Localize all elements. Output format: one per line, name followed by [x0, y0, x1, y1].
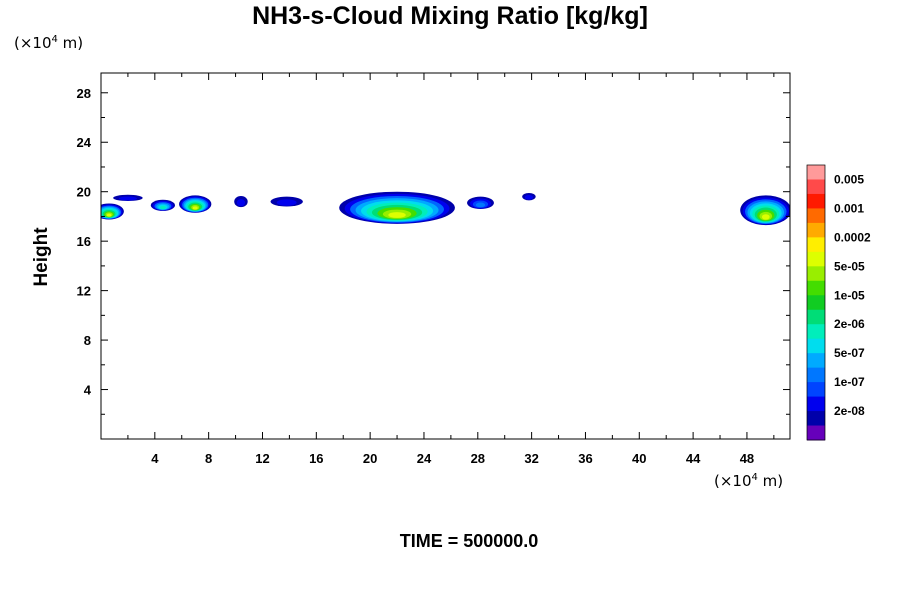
colorbar-label: 5e-07	[834, 346, 865, 360]
cloud-patch	[339, 191, 455, 224]
y-tick-label: 20	[77, 185, 91, 200]
cloud-patch	[179, 195, 212, 213]
x-tick-label: 20	[363, 451, 377, 466]
colorbar-label: 0.001	[834, 201, 864, 215]
cloud-band	[106, 213, 112, 217]
colorbar-swatch	[807, 193, 825, 209]
colorbar-swatch	[807, 353, 825, 369]
y-tick-label: 28	[77, 86, 91, 101]
y-axis-unit: (×104 m)	[14, 34, 84, 52]
cloud-patch	[150, 199, 176, 211]
x-tick-label: 8	[205, 451, 212, 466]
x-tick-label: 36	[578, 451, 592, 466]
cloud-band	[524, 194, 534, 200]
x-tick-label: 12	[255, 451, 269, 466]
plot-frame	[100, 72, 791, 440]
x-tick-label: 32	[524, 451, 538, 466]
colorbar-swatch	[807, 266, 825, 282]
colorbar-label: 1e-07	[834, 375, 865, 389]
cloud-band	[236, 199, 246, 207]
cloud-patch	[113, 194, 143, 201]
cloud-band	[761, 214, 770, 220]
colorbar-swatch	[807, 208, 825, 224]
time-label: TIME = 500000.0	[399, 531, 539, 551]
cloud-patch	[101, 203, 124, 220]
colorbar-swatch	[807, 411, 825, 427]
cloud-band	[475, 202, 486, 208]
x-tick-label: 44	[686, 451, 701, 466]
colorbar-label: 0.0002	[834, 230, 871, 244]
cloud-band	[192, 206, 198, 210]
colorbar-label: 2e-08	[834, 404, 865, 418]
colorbar-swatch	[807, 280, 825, 296]
colorbar-label: 1e-05	[834, 288, 865, 302]
colorbar: 0.005 0.001 0.0002 5e-05 1e-05 2e-06 5e-07 1e-0…	[806, 164, 871, 441]
colorbar-swatch	[807, 222, 825, 238]
colorbar-swatch	[807, 237, 825, 253]
colorbar-swatch	[807, 425, 825, 441]
cloud-band	[276, 199, 297, 206]
x-tick-label: 48	[740, 451, 754, 466]
y-tick-label: 16	[77, 234, 91, 249]
colorbar-swatch	[807, 338, 825, 354]
cloud-patch	[234, 196, 248, 208]
cloud-patch	[740, 195, 790, 226]
x-axis-unit: (×104 m)	[714, 472, 784, 490]
chart-title: NH3-s-Cloud Mixing Ratio [kg/kg]	[252, 2, 648, 30]
cloud-patch	[270, 196, 303, 207]
x-tick-label: 16	[309, 451, 323, 466]
colorbar-label: 0.005	[834, 172, 864, 186]
colorbar-label: 2e-06	[834, 317, 865, 331]
y-tick-label: 24	[77, 135, 92, 150]
colorbar-label: 5e-05	[834, 259, 865, 273]
cloud-band	[388, 212, 406, 218]
x-tick-label: 4	[151, 451, 159, 466]
cloud-patch	[467, 196, 494, 210]
cloud-layer	[101, 191, 790, 226]
x-tick-label: 28	[471, 451, 485, 466]
colorbar-swatch	[807, 165, 825, 180]
cloud-band	[159, 205, 166, 210]
colorbar-swatch	[807, 295, 825, 311]
colorbar-swatch	[807, 309, 825, 325]
colorbar-swatch	[807, 382, 825, 398]
colorbar-swatch	[807, 179, 825, 195]
cloud-patch	[522, 192, 536, 201]
colorbar-swatch	[807, 367, 825, 383]
x-tick-label: 24	[417, 451, 432, 466]
y-tick-label: 4	[84, 383, 92, 398]
colorbar-swatch	[807, 396, 825, 412]
y-tick-label: 8	[84, 333, 91, 348]
colorbar-frame	[806, 164, 826, 441]
x-tick-label: 40	[632, 451, 646, 466]
colorbar-swatch	[807, 251, 825, 267]
cloud-band	[118, 196, 138, 201]
colorbar-swatch	[807, 324, 825, 340]
y-tick-label: 12	[77, 284, 91, 299]
